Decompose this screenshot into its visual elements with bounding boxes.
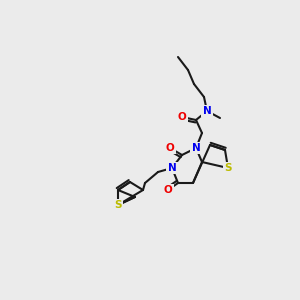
Text: S: S [114,200,122,210]
Text: N: N [202,106,211,116]
Text: O: O [166,143,174,153]
Text: S: S [224,163,232,173]
Text: N: N [168,163,176,173]
Text: O: O [178,112,186,122]
Text: O: O [164,185,172,195]
Text: N: N [192,143,200,153]
